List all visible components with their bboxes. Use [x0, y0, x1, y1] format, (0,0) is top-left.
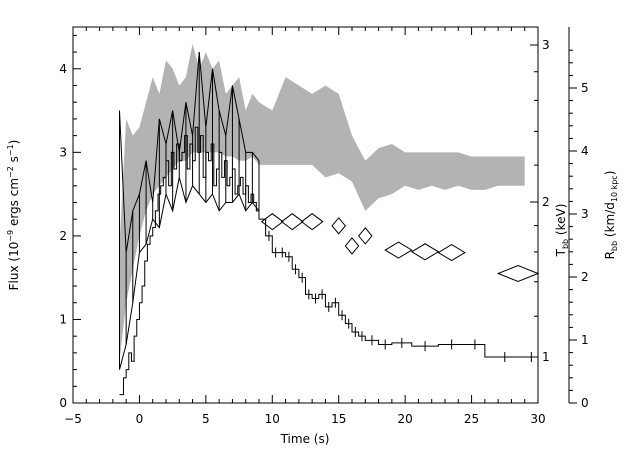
y-ticks-temperature: 1 2 3 [530, 38, 550, 364]
radius-diamond [300, 213, 324, 231]
radius-diamond [280, 213, 304, 231]
radius-diamond [410, 243, 440, 261]
radius-diamond [260, 213, 284, 231]
y-tick-label-left: 1 [59, 312, 67, 326]
x-tick-label: 10 [265, 412, 280, 426]
radius-upper-line [119, 52, 260, 253]
y-tick-label-radius: 4 [581, 144, 589, 158]
y-ticks-radius: 0 1 2 3 4 5 [569, 49, 589, 410]
radius-diamond [331, 217, 347, 235]
y-tick-label-radius: 2 [581, 270, 589, 284]
x-axis-label: Time (s) [280, 432, 330, 446]
radius-diamond-layer [260, 213, 540, 283]
radius-diamond [357, 227, 373, 245]
y-tick-label-left: 3 [59, 145, 67, 159]
x-tick-label: 5 [202, 412, 210, 426]
flux-layer [119, 126, 538, 396]
x-tick-label: 15 [331, 412, 346, 426]
flux-step-line [119, 126, 538, 396]
y-tick-label-temperature: 2 [542, 195, 550, 209]
x-ticks: −5 0 5 10 15 20 25 30 [64, 27, 546, 426]
y-tick-label-radius: 1 [581, 333, 589, 347]
y-axis-label-temperature: Tbb (keV) [554, 204, 570, 258]
y-ticks-left: 0 1 2 3 4 [59, 34, 81, 410]
temperature-band-layer [119, 43, 525, 362]
radius-diamond [437, 244, 466, 262]
y-tick-label-left: 2 [59, 229, 67, 243]
plot-frame [72, 26, 539, 404]
radius-diamond [344, 237, 360, 255]
y-tick-label-radius: 0 [581, 396, 589, 410]
y-tick-label-left: 4 [59, 62, 67, 76]
temperature-band [119, 43, 525, 362]
radius-lower-line [119, 177, 260, 370]
y-tick-label-radius: 5 [581, 81, 589, 95]
y-tick-label-temperature: 1 [542, 350, 550, 364]
x-tick-label: 30 [530, 412, 545, 426]
radius-diamond [384, 241, 413, 259]
x-tick-label: −5 [64, 412, 82, 426]
x-tick-label: 0 [136, 412, 144, 426]
x-tick-label: 20 [398, 412, 413, 426]
x-tick-label: 25 [464, 412, 479, 426]
radius-diamond [496, 264, 540, 283]
y-axis-label-radius: Rbb (km/d10 kpc) [603, 171, 619, 260]
y-tick-label-radius: 3 [581, 207, 589, 221]
y-tick-label-temperature: 3 [542, 38, 550, 52]
y-tick-label-left: 0 [59, 396, 67, 410]
y-axis-label-left: Flux (10−9 ergs cm−2 s−1) [6, 140, 21, 291]
